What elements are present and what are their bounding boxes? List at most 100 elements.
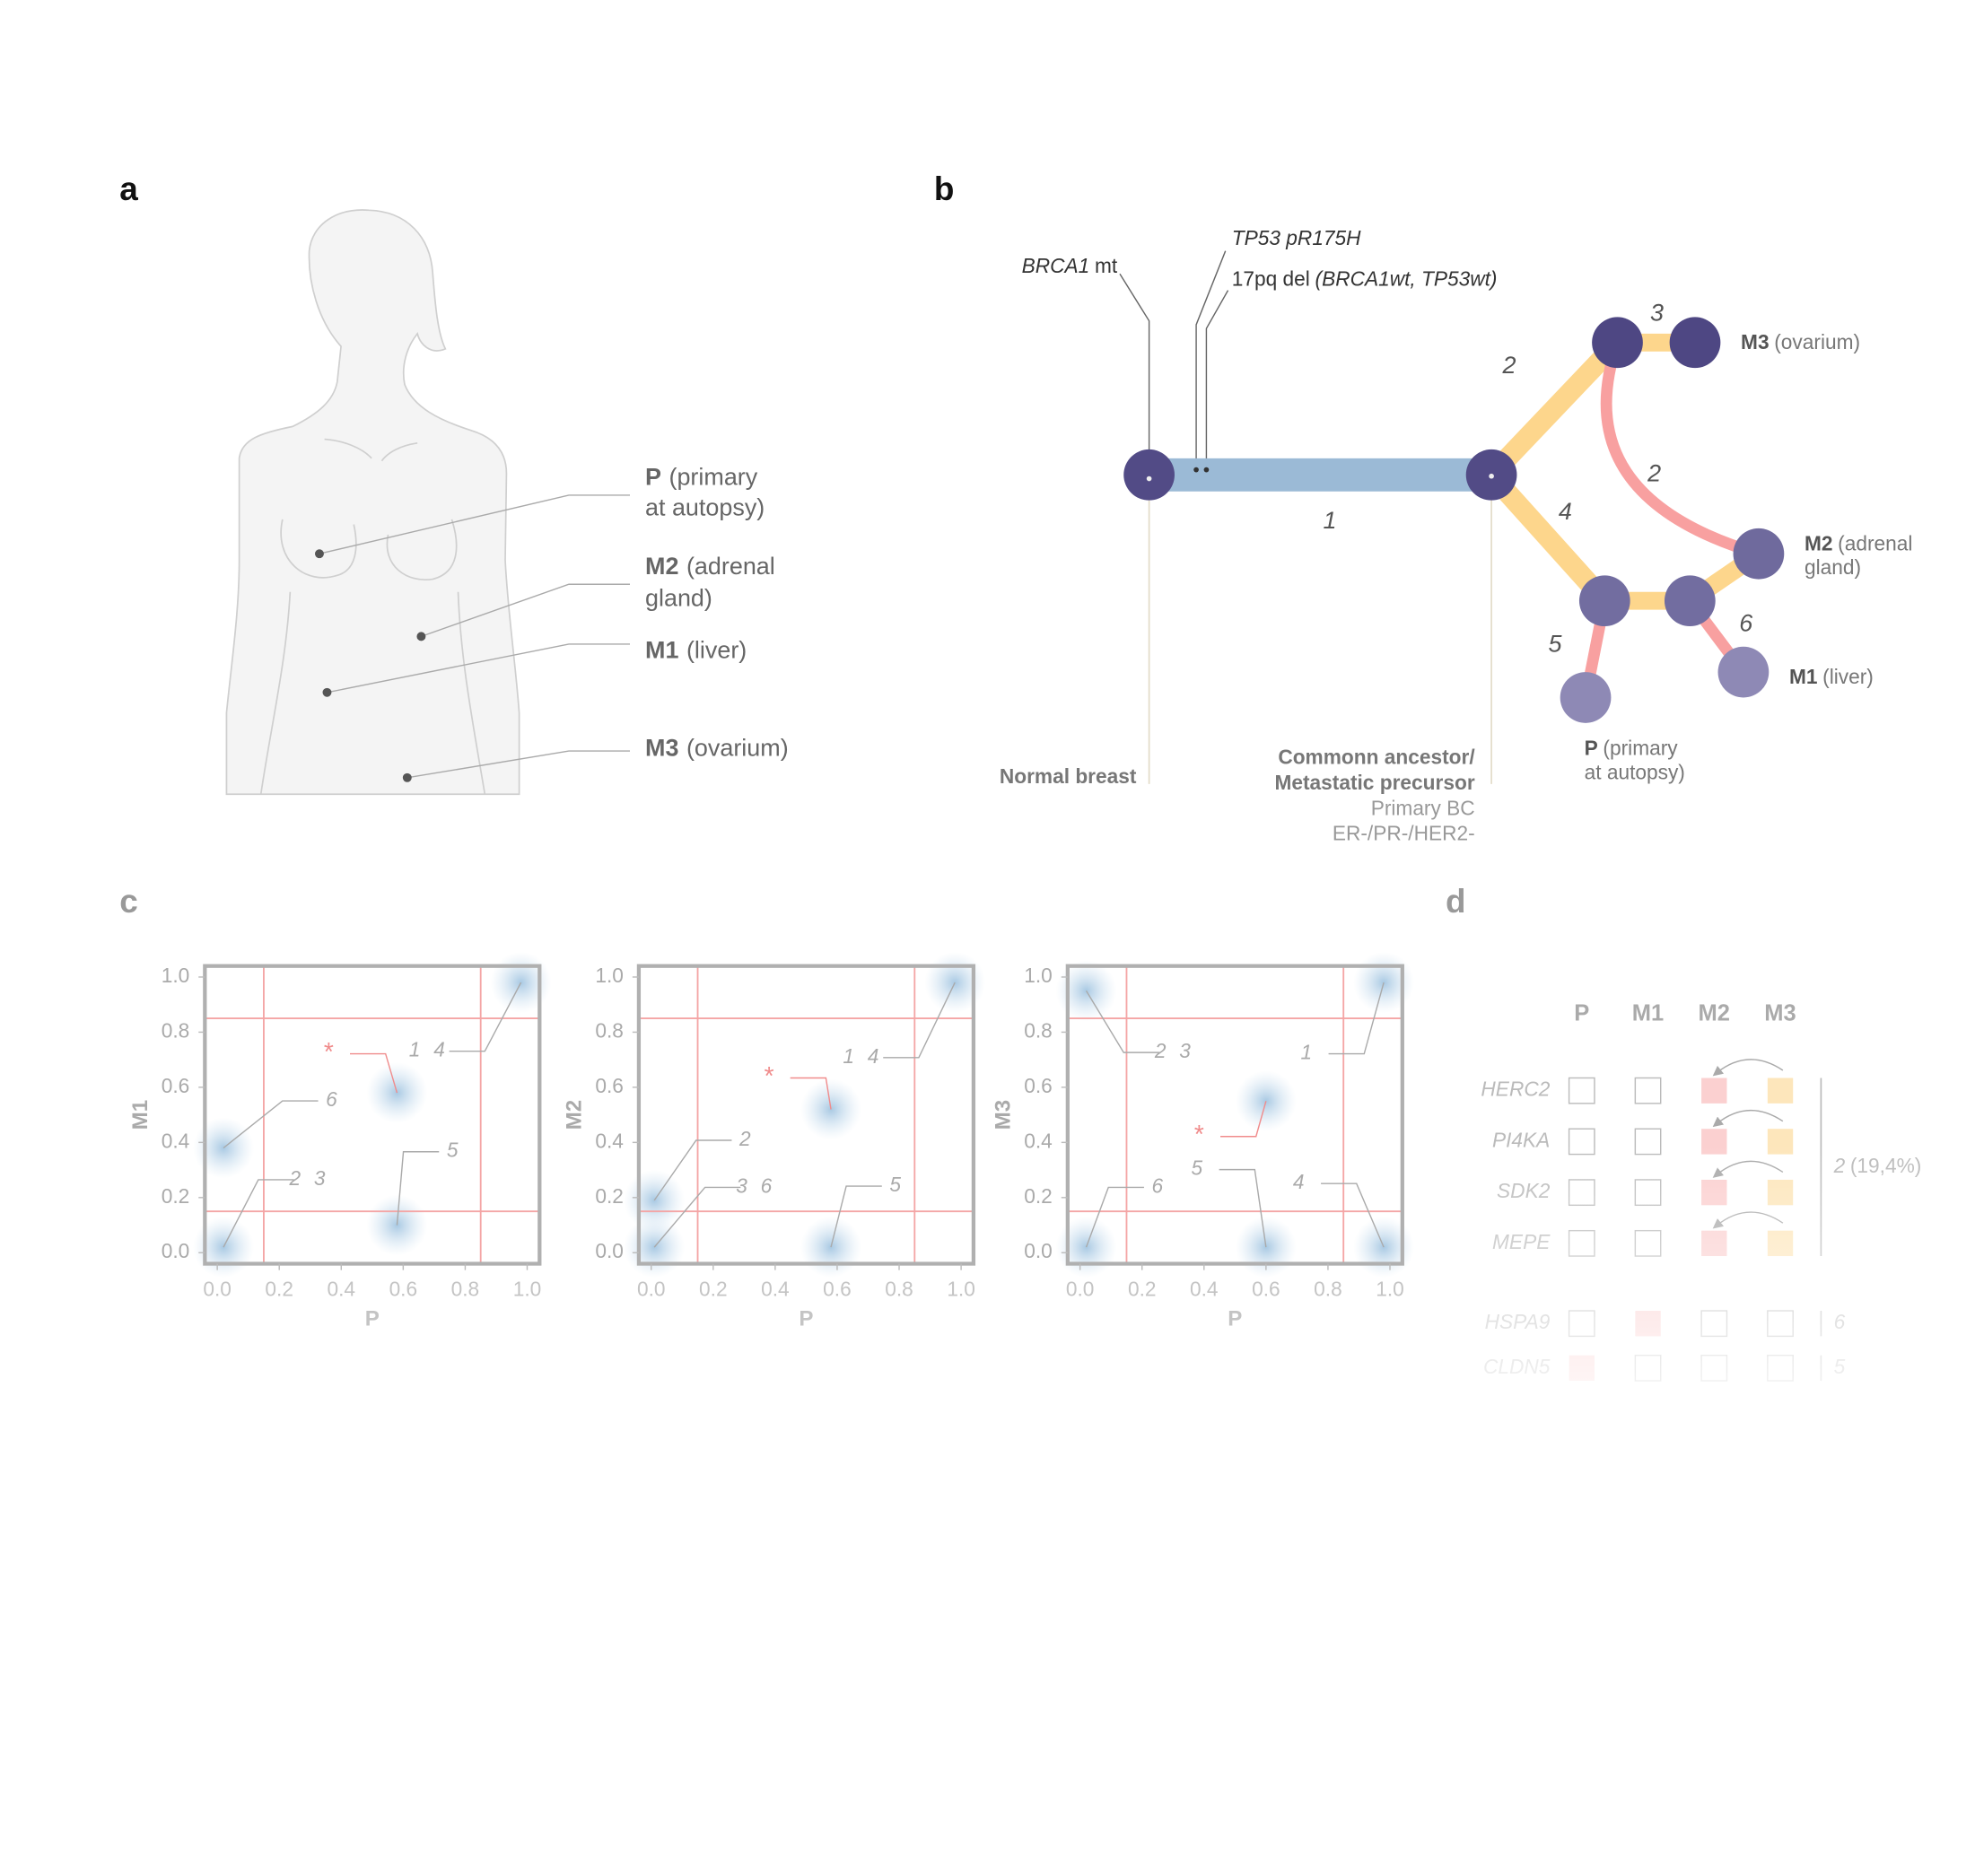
y-tick-label: 0.2 — [1024, 1184, 1053, 1208]
transfer-arrow — [1712, 1059, 1784, 1077]
edge-label: 3 — [1650, 300, 1664, 327]
y-tick-label: 1.0 — [595, 964, 624, 987]
cluster-leader — [1328, 982, 1385, 1055]
node-name: M3 — [1741, 330, 1770, 353]
x-tick-label: 0.8 — [451, 1277, 480, 1300]
node-name: P — [1585, 737, 1598, 760]
x-axis-label: P — [365, 1306, 380, 1331]
node-desc: (adrenal — [1838, 531, 1912, 554]
x-tick-label: 0.2 — [699, 1277, 728, 1300]
cluster-label: 1 4 — [843, 1044, 882, 1068]
x-tick-label: 1.0 — [513, 1277, 542, 1300]
mutation-part: (BRCA1wt, TP53wt) — [1315, 266, 1498, 290]
y-axis-label: M1 — [128, 1100, 153, 1130]
node-label: Primary BC — [1371, 796, 1475, 819]
y-tick-label: 0.8 — [1024, 1018, 1053, 1042]
mutation-part: BRCA1 — [1022, 254, 1090, 277]
site-label: M2 (adrenal — [645, 553, 775, 580]
tree-node — [1717, 646, 1770, 698]
cluster-label: 1 4 — [409, 1038, 449, 1061]
scatter-plot: 0.0 0.2 0.4 0.6 0.8 1.0 0.0 0.2 0.4 0.6 0.8 1.0 P M3 2… — [991, 952, 1415, 1331]
mutation-part: 17pq del — [1232, 266, 1310, 290]
node-label: ER-/PR-/HER2- — [1333, 822, 1475, 845]
edge-label: 2 — [1647, 459, 1661, 486]
y-tick-label: 0.0 — [162, 1239, 190, 1262]
panel-label: d — [1446, 883, 1466, 920]
x-tick-label: 0.0 — [1066, 1277, 1095, 1300]
edge-label: 1 — [1323, 507, 1336, 534]
cluster-leader — [653, 1139, 732, 1201]
panel-label: c — [119, 883, 138, 920]
tree-edge — [1483, 335, 1625, 483]
x-axis-label: P — [1228, 1306, 1242, 1331]
mutation-label: BRCA1 mt — [1022, 254, 1118, 277]
cluster-leader — [883, 982, 956, 1059]
site-name: M2 — [645, 553, 678, 580]
cluster-leader — [223, 1100, 319, 1149]
y-tick-label: 0.4 — [595, 1129, 624, 1152]
node-stems — [1148, 475, 1492, 784]
node-label: P (primary — [1585, 737, 1679, 760]
mutation-cell — [1767, 1078, 1794, 1104]
density-blob — [1353, 952, 1415, 1014]
cluster-leader — [449, 982, 522, 1052]
y-axis-label: M2 — [562, 1100, 586, 1130]
tree-node — [1592, 317, 1643, 369]
cluster-leader — [349, 1052, 398, 1094]
cluster-leader — [1220, 1101, 1267, 1138]
scatter-plot: 0.0 0.2 0.4 0.6 0.8 1.0 0.0 0.2 0.4 0.6 0.8 1.0 P M1 1… — [128, 952, 552, 1331]
tree-nodes — [1123, 317, 1785, 723]
site-name: M3 — [645, 735, 678, 762]
mutation-cell — [1568, 1077, 1595, 1104]
tree-node — [1560, 672, 1612, 723]
x-tick-label: 0.6 — [389, 1277, 418, 1300]
edge-label: 6 — [1739, 610, 1752, 637]
site-label: M3 (ovarium) — [645, 735, 789, 762]
node-desc: (ovarium) — [1774, 330, 1860, 353]
cluster-label: 5 — [1191, 1156, 1206, 1180]
site-desc: (adrenal — [686, 553, 775, 580]
x-tick-label: 0.8 — [885, 1277, 913, 1300]
cluster-leader — [830, 1185, 882, 1248]
cluster-label: 4 — [1293, 1170, 1308, 1193]
column-header: M2 — [1699, 1000, 1730, 1025]
site-desc: at autopsy) — [645, 494, 765, 521]
density-blob — [1055, 960, 1117, 1022]
y-tick-label: 0.8 — [162, 1018, 190, 1042]
site-label: P (primary — [645, 464, 758, 491]
cluster-label: 5 — [889, 1173, 904, 1196]
cluster-label: * — [323, 1038, 336, 1067]
cluster-leader — [223, 1179, 294, 1248]
x-tick-label: 0.4 — [1190, 1277, 1219, 1300]
cluster-label: 5 — [447, 1139, 462, 1162]
x-tick-label: 0.6 — [823, 1277, 852, 1300]
mutation-cell — [1701, 1078, 1727, 1104]
cluster-leader — [1085, 990, 1159, 1053]
site-label: M1 (liver) — [645, 637, 747, 664]
y-tick-label: 0.4 — [162, 1129, 190, 1152]
y-tick-label: 1.0 — [162, 964, 190, 987]
mutation-part: mt — [1095, 254, 1118, 277]
y-tick-label: 0.4 — [1024, 1129, 1053, 1152]
node-label: M1 (liver) — [1789, 665, 1874, 688]
y-tick-label: 1.0 — [1024, 964, 1053, 987]
edge-label: 4 — [1559, 498, 1572, 525]
tree-node — [1664, 575, 1716, 627]
tree-edge — [1483, 467, 1612, 608]
mutation-label: TP53 pR175H — [1232, 226, 1361, 249]
edge-label: 2 — [1501, 352, 1516, 379]
y-tick-label: 0.6 — [1024, 1074, 1053, 1097]
cluster-label: 2 3 — [288, 1166, 328, 1190]
y-axis-label: M3 — [991, 1100, 1015, 1130]
fade-overlay — [1438, 1145, 1973, 1400]
site-desc: (liver) — [686, 637, 747, 664]
panel-label: b — [934, 170, 955, 207]
node-label: gland) — [1805, 555, 1861, 579]
cluster-label: 6 — [326, 1087, 341, 1111]
site-name: P — [645, 464, 661, 491]
x-tick-label: 0.6 — [1252, 1277, 1280, 1300]
x-tick-label: 0.8 — [1314, 1277, 1342, 1300]
plot-frame — [1065, 964, 1404, 1266]
cluster-leader — [1219, 1168, 1267, 1248]
